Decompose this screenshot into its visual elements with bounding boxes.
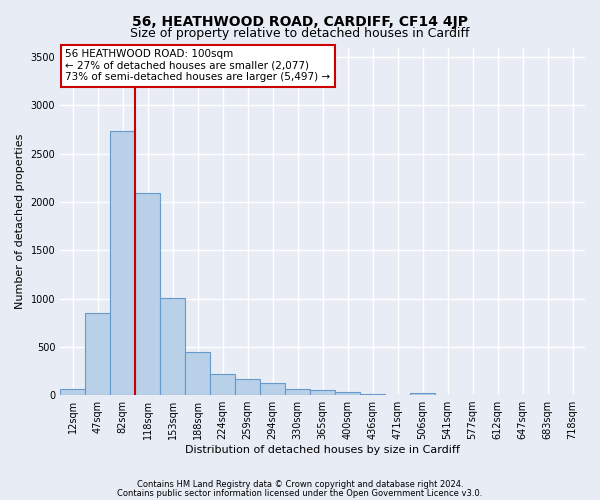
Bar xyxy=(210,374,235,395)
Y-axis label: Number of detached properties: Number of detached properties xyxy=(15,134,25,309)
Bar xyxy=(185,352,210,395)
Bar xyxy=(335,392,360,395)
Bar xyxy=(160,298,185,395)
Bar xyxy=(135,194,160,395)
Text: Size of property relative to detached houses in Cardiff: Size of property relative to detached ho… xyxy=(130,28,470,40)
Bar xyxy=(60,389,85,395)
X-axis label: Distribution of detached houses by size in Cardiff: Distribution of detached houses by size … xyxy=(185,445,460,455)
Bar xyxy=(285,389,310,395)
Text: 56, HEATHWOOD ROAD, CARDIFF, CF14 4JP: 56, HEATHWOOD ROAD, CARDIFF, CF14 4JP xyxy=(132,15,468,29)
Text: Contains public sector information licensed under the Open Government Licence v3: Contains public sector information licen… xyxy=(118,488,482,498)
Bar xyxy=(410,393,435,395)
Bar xyxy=(260,383,285,395)
Bar xyxy=(110,132,135,395)
Bar xyxy=(360,394,385,395)
Text: Contains HM Land Registry data © Crown copyright and database right 2024.: Contains HM Land Registry data © Crown c… xyxy=(137,480,463,489)
Bar xyxy=(310,390,335,395)
Text: 56 HEATHWOOD ROAD: 100sqm
← 27% of detached houses are smaller (2,077)
73% of se: 56 HEATHWOOD ROAD: 100sqm ← 27% of detac… xyxy=(65,49,331,82)
Bar xyxy=(85,313,110,395)
Bar xyxy=(235,379,260,395)
